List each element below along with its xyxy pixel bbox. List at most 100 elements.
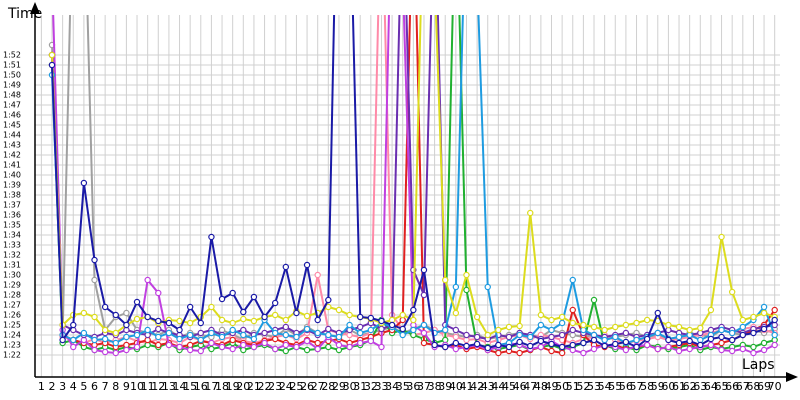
- y-tick-label: 1:44: [3, 131, 21, 140]
- data-point: [271, 311, 279, 319]
- x-tick-label: 6: [91, 380, 98, 393]
- x-axis-title: Laps: [742, 357, 775, 373]
- y-tick-label: 1:23: [3, 341, 21, 350]
- data-point: [750, 349, 757, 357]
- y-tick-label: 1:50: [3, 71, 21, 80]
- data-point: [697, 324, 704, 332]
- data-point: [218, 343, 226, 351]
- data-point: [771, 306, 778, 314]
- data-point: [101, 348, 109, 356]
- data-point: [357, 323, 364, 331]
- data-point: [133, 331, 141, 339]
- y-tick-label: 1:51: [3, 61, 21, 70]
- data-point: [495, 349, 502, 357]
- data-point: [186, 346, 194, 354]
- data-point: [750, 329, 757, 337]
- data-point: [569, 306, 576, 314]
- data-point: [548, 333, 555, 341]
- data-point: [463, 331, 470, 339]
- data-point: [101, 303, 109, 311]
- y-tick-label: 1:26: [3, 311, 21, 320]
- data-point: [452, 309, 460, 317]
- x-tick-label: 14: [173, 380, 187, 393]
- data-point: [548, 326, 555, 334]
- x-tick-label: 3: [59, 380, 66, 393]
- data-point: [271, 345, 279, 353]
- data-point: [282, 323, 290, 331]
- x-tick-label: 18: [215, 380, 229, 393]
- x-tick-label: 24: [279, 380, 293, 393]
- data-point: [622, 338, 630, 346]
- data-point: [282, 341, 290, 349]
- data-point: [442, 326, 449, 334]
- data-point: [643, 341, 651, 349]
- x-tick-label: 7: [102, 380, 109, 393]
- data-point: [91, 346, 98, 354]
- data-point: [186, 303, 194, 311]
- data-point: [463, 286, 470, 294]
- data-point: [612, 333, 619, 341]
- data-point: [271, 299, 279, 307]
- data-point: [537, 311, 545, 319]
- x-tick-label: 56: [619, 380, 633, 393]
- x-tick-label: 17: [204, 380, 218, 393]
- y-tick-label: 1:31: [3, 261, 21, 270]
- data-point: [282, 331, 290, 339]
- x-tick-label: 70: [768, 380, 782, 393]
- data-point: [420, 266, 428, 274]
- x-tick-label: 25: [289, 380, 303, 393]
- data-point: [378, 317, 385, 325]
- data-point: [473, 313, 481, 321]
- tick-labels: 1 2 3 4 5 6 7 8 9 1011121314151617181920212223242…: [3, 51, 782, 394]
- data-point: [112, 311, 119, 319]
- x-tick-label: 21: [247, 380, 261, 393]
- x-tick-label: 29: [332, 380, 346, 393]
- data-point: [325, 296, 332, 304]
- data-point: [760, 346, 768, 354]
- data-point: [314, 339, 321, 347]
- data-point: [558, 343, 566, 351]
- data-point: [59, 336, 66, 344]
- data-point: [633, 319, 640, 327]
- data-point: [91, 276, 98, 284]
- data-point: [155, 325, 162, 333]
- y-tick-label: 1:49: [3, 81, 21, 90]
- y-axis-title: Time: [7, 6, 42, 22]
- data-point: [548, 347, 555, 355]
- x-tick-label: 46: [513, 380, 527, 393]
- data-point: [176, 343, 183, 351]
- data-point: [495, 341, 502, 349]
- data-point: [250, 293, 258, 301]
- data-point: [123, 333, 130, 341]
- data-point: [314, 329, 321, 337]
- data-point: [208, 339, 215, 347]
- data-point: [91, 336, 98, 344]
- data-point: [484, 331, 491, 339]
- data-point: [622, 346, 630, 354]
- x-tick-label: 68: [746, 380, 760, 393]
- data-point: [271, 329, 279, 337]
- data-point: [463, 342, 470, 350]
- data-point: [144, 313, 151, 321]
- data-point: [665, 343, 672, 351]
- data-point: [442, 276, 449, 284]
- data-point: [558, 331, 566, 339]
- data-point: [144, 326, 151, 334]
- data-point: [686, 337, 693, 345]
- data-point: [229, 326, 236, 334]
- y-tick-label: 1:25: [3, 321, 21, 330]
- data-point: [80, 309, 88, 317]
- data-point: [197, 347, 204, 355]
- data-point: [601, 326, 608, 334]
- x-tick-label: 57: [630, 380, 644, 393]
- y-tick-label: 1:28: [3, 291, 21, 300]
- data-point: [303, 312, 311, 320]
- data-point: [208, 329, 215, 337]
- data-point: [590, 296, 598, 304]
- data-point: [314, 271, 321, 279]
- data-point: [473, 340, 481, 348]
- data-point: [133, 298, 141, 306]
- data-point: [208, 233, 215, 241]
- data-point: [378, 325, 385, 333]
- data-point: [325, 325, 332, 333]
